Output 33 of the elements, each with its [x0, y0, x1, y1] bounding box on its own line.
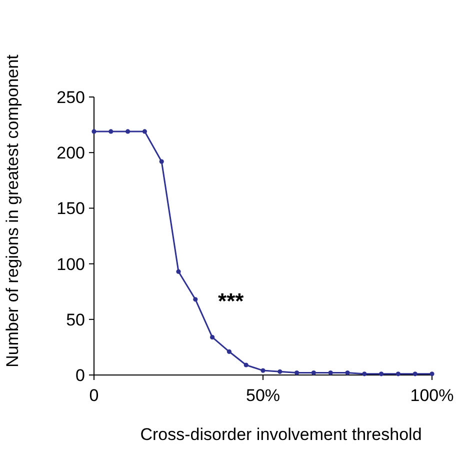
- point: [278, 369, 282, 374]
- point: [345, 370, 350, 376]
- annotation: ***: [218, 288, 244, 314]
- point: [244, 362, 248, 368]
- y-axis-title: Number of regions in greatest component: [3, 54, 22, 368]
- point: [412, 372, 418, 376]
- point: [362, 372, 367, 376]
- point: [92, 129, 96, 134]
- point: [311, 370, 316, 376]
- point: [142, 129, 147, 134]
- point: [126, 129, 130, 134]
- y-tick-label: 150: [56, 199, 85, 218]
- point: [159, 159, 164, 164]
- point: [430, 372, 434, 376]
- y-tick-label: 100: [56, 254, 85, 274]
- x-axis-title: Cross-disorder involvement threshold: [140, 425, 422, 444]
- point: [210, 334, 215, 340]
- y-tick-label: 200: [56, 144, 85, 163]
- point: [108, 129, 114, 134]
- x-tick-label: 50%: [246, 386, 280, 405]
- y-tick-label: 250: [56, 88, 85, 107]
- point: [226, 349, 232, 354]
- y-tick-label: 0: [76, 366, 85, 385]
- point: [396, 372, 400, 376]
- x-tick-label: 100%: [410, 386, 454, 405]
- y-tick-label: 50: [66, 310, 85, 330]
- point: [328, 370, 333, 376]
- point: [193, 297, 198, 302]
- x-tick-label: 0: [89, 386, 99, 405]
- point: [176, 269, 181, 274]
- point: [379, 372, 384, 376]
- point: [260, 368, 266, 373]
- point: [294, 370, 300, 376]
